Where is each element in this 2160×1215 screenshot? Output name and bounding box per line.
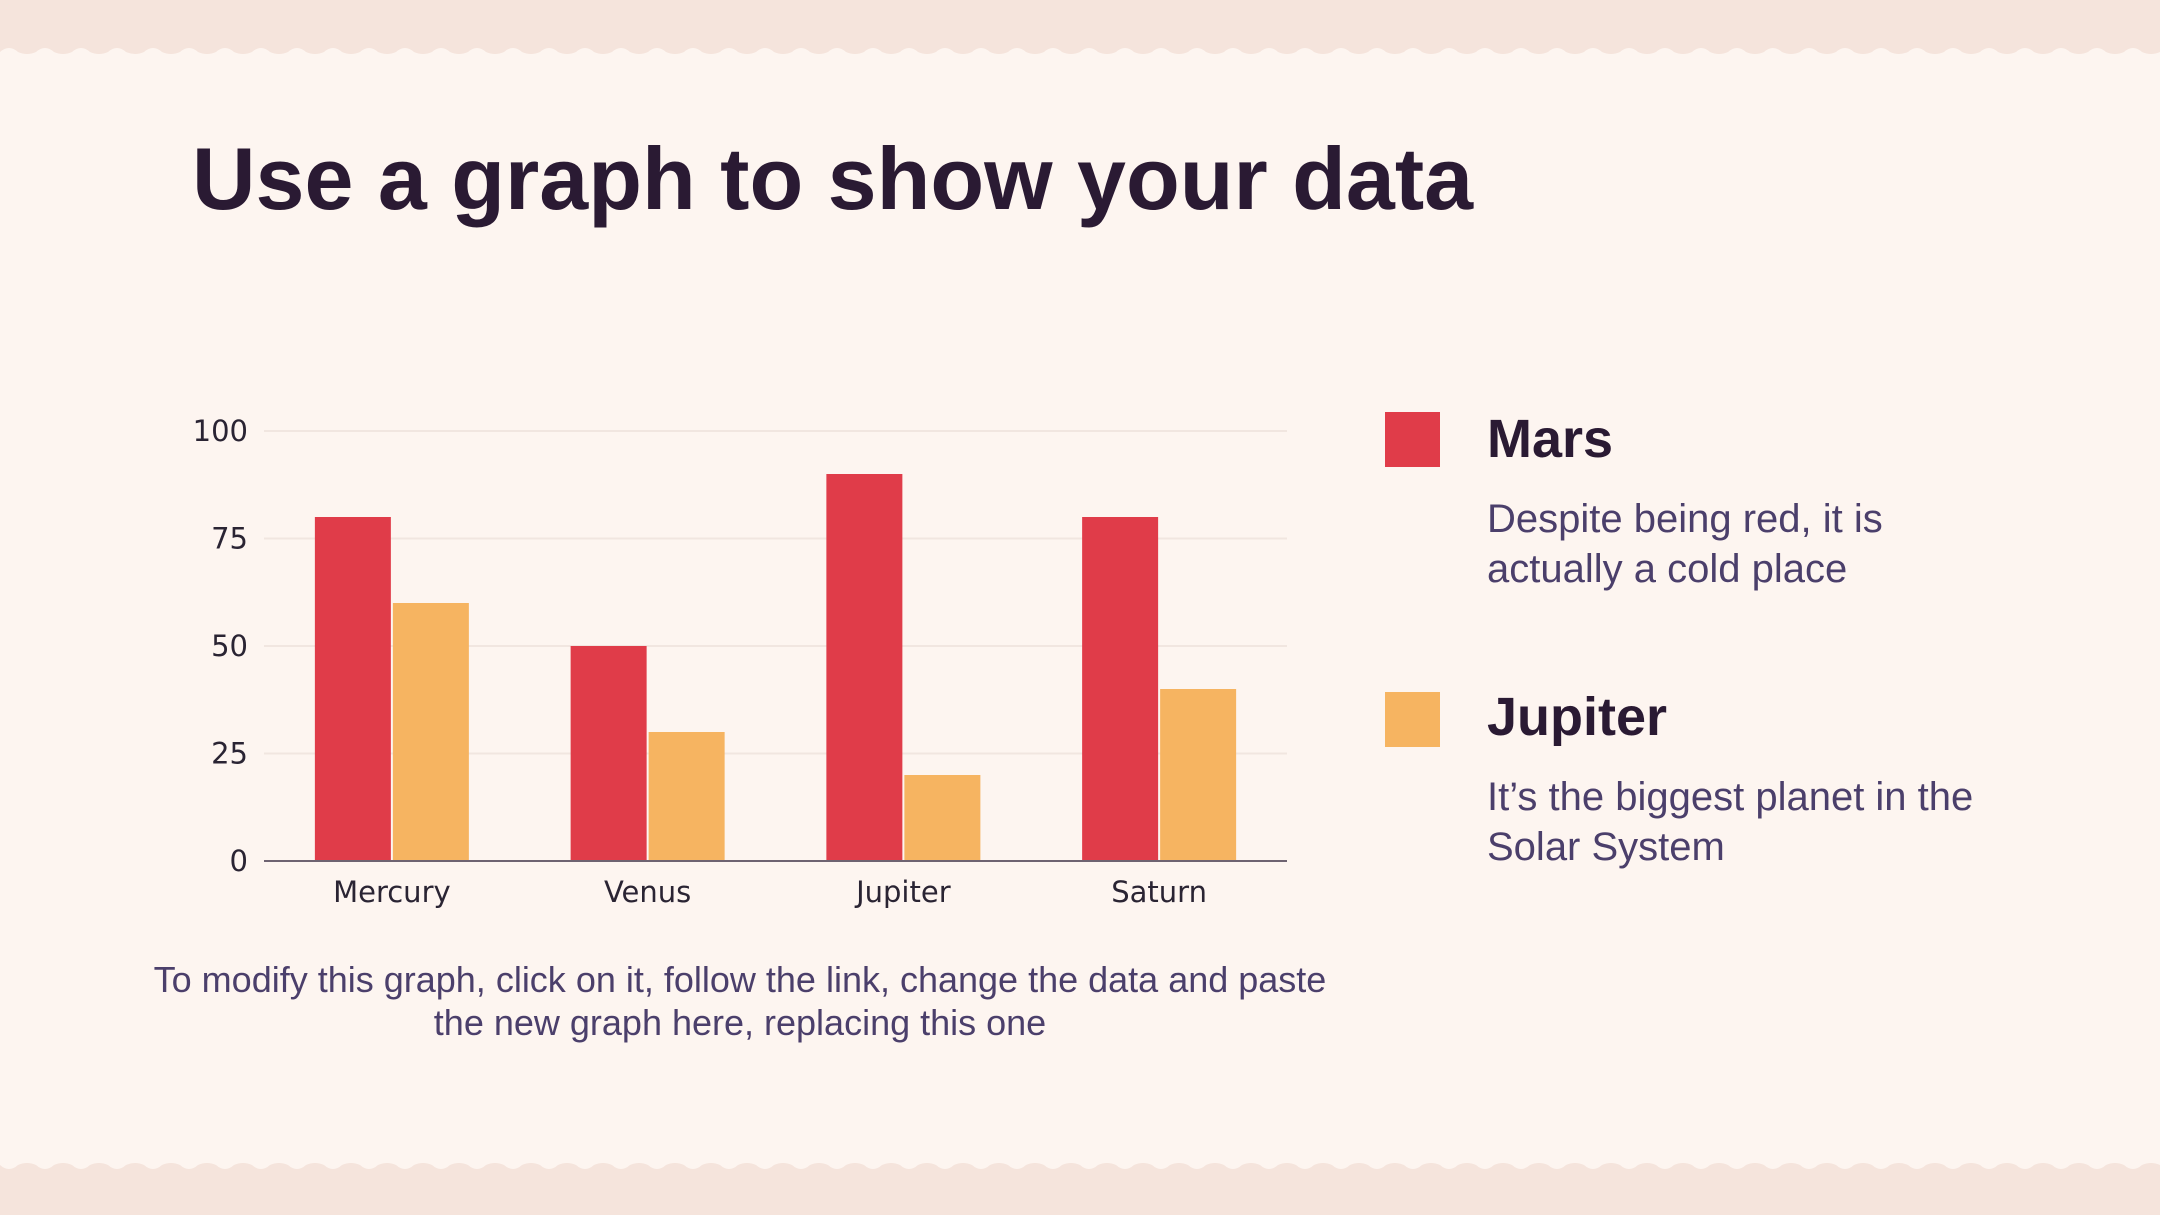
bar-chart[interactable]: 0 25 50 75 100 Mercury Venus Jupiter Saturn xyxy=(180,400,1300,920)
legend-desc-mars: Despite being red, it is actually a cold… xyxy=(1487,497,1883,591)
bar-mercury-series-2 xyxy=(392,603,469,861)
x-tick-label-venus: Venus xyxy=(604,875,691,909)
top-wavy-band xyxy=(0,0,2160,54)
mars-swatch xyxy=(1385,412,1440,467)
bar-mercury-series-1 xyxy=(314,517,391,861)
x-tick-label-jupiter: Jupiter xyxy=(854,875,951,909)
x-tick-label-mercury: Mercury xyxy=(333,875,451,909)
y-tick-label-0: 0 xyxy=(230,844,248,878)
legend-desc-jupiter: It’s the biggest planet in the Solar Sys… xyxy=(1487,775,1974,869)
bar-venus-series-1 xyxy=(570,646,647,861)
y-tick-label-25: 25 xyxy=(211,737,248,771)
legend-name-mars: Mars xyxy=(1487,409,1614,469)
bar-jupiter-series-2 xyxy=(904,775,981,861)
bar-jupiter-series-1 xyxy=(826,474,903,861)
chart-caption: To modify this graph, click on it, follo… xyxy=(153,959,1327,1043)
y-tick-label-75: 75 xyxy=(211,522,248,556)
slide-title: Use a graph to show your data xyxy=(192,129,1474,228)
x-tick-label-saturn: Saturn xyxy=(1111,875,1207,909)
bar-saturn-series-1 xyxy=(1082,517,1159,861)
bar-venus-series-2 xyxy=(648,732,725,861)
bar-saturn-series-2 xyxy=(1160,689,1237,861)
legend-name-jupiter: Jupiter xyxy=(1487,687,1668,747)
jupiter-swatch xyxy=(1385,692,1440,747)
y-tick-label-50: 50 xyxy=(211,629,248,663)
y-tick-label-100: 100 xyxy=(193,414,248,448)
bottom-wavy-band xyxy=(0,1163,2160,1215)
